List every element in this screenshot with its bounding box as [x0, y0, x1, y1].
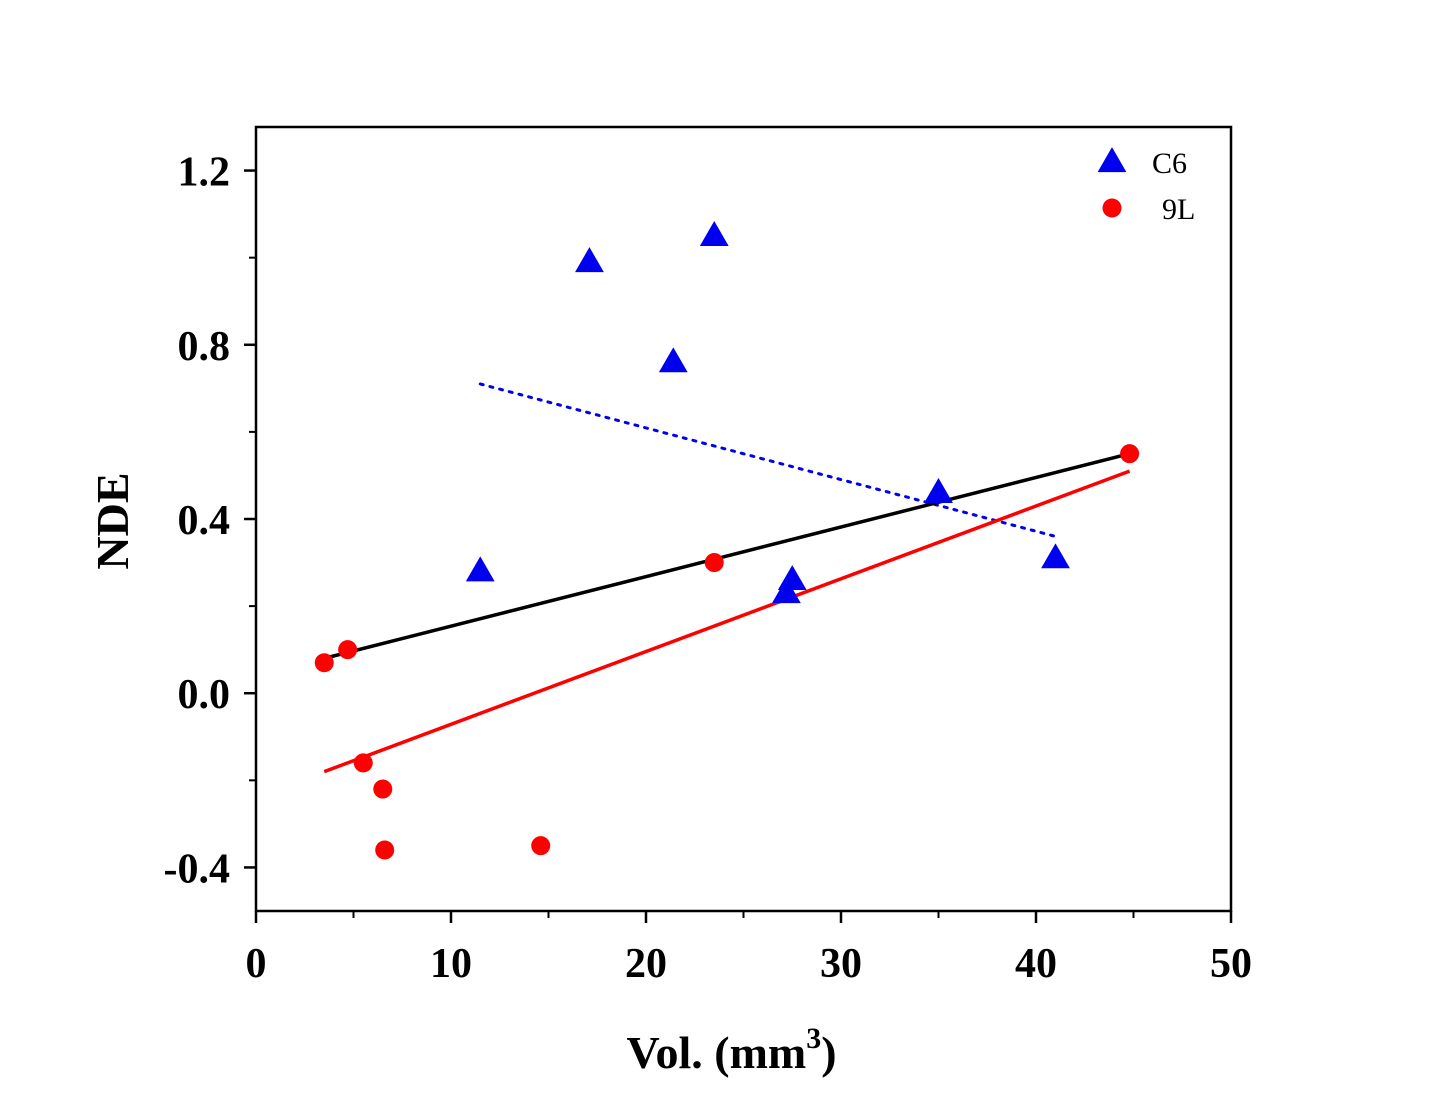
point-9l	[704, 553, 724, 573]
legend-marker-9l-circle-icon	[1102, 198, 1122, 218]
y-tick-label: 0.4	[178, 498, 231, 544]
fit-lines	[323, 382, 1131, 774]
point-c6	[658, 347, 688, 373]
point-9l	[338, 640, 358, 660]
x-tick-label: 30	[820, 941, 862, 987]
axis-tick-labels: 0 10 20 30 40 50 -0.4 0.0 0.4 0.8 1.2	[164, 150, 1253, 987]
point-9l	[314, 653, 334, 673]
axis-ticks	[244, 169, 1233, 923]
y-axis-title: NDE	[87, 472, 138, 569]
point-c6	[772, 578, 801, 604]
point-c6	[575, 247, 604, 273]
x-tick-label: 10	[430, 941, 472, 987]
point-9l	[353, 753, 373, 773]
c6-fit-line	[478, 382, 1057, 538]
point-c6	[1041, 543, 1070, 569]
x-axis-title-close: )	[821, 1027, 836, 1078]
combined-fit-line	[323, 451, 1131, 661]
legend-label-c6: C6	[1152, 147, 1187, 180]
9l-fit-line	[323, 469, 1131, 774]
point-9l	[1120, 444, 1140, 464]
y-tick-label: 0.0	[178, 672, 231, 718]
x-tick-label: 20	[625, 941, 667, 987]
point-9l	[375, 840, 395, 860]
y-tick-label: 0.8	[178, 324, 231, 370]
x-axis-title: Vol. (mm3)	[626, 1022, 836, 1078]
legend: C6 9L	[1097, 147, 1195, 226]
x-axis-title-superscript: 3	[806, 1022, 821, 1055]
point-9l	[373, 779, 393, 799]
point-9l	[531, 836, 551, 856]
point-c6	[777, 565, 807, 591]
legend-label-9l: 9L	[1162, 193, 1195, 226]
plot-frame	[254, 125, 1233, 913]
y-tick-label: 1.2	[178, 150, 231, 196]
legend-marker-c6-triangle-icon	[1097, 147, 1127, 173]
x-axis-title-text: Vol. (mm	[626, 1027, 806, 1078]
point-c6	[924, 477, 953, 503]
point-c6	[465, 556, 495, 582]
x-tick-label: 40	[1015, 941, 1057, 987]
y-tick-label: -0.4	[164, 846, 231, 892]
x-tick-label: 50	[1210, 941, 1252, 987]
data-points	[314, 221, 1140, 860]
point-c6	[699, 221, 729, 246]
x-tick-label: 0	[246, 941, 267, 987]
